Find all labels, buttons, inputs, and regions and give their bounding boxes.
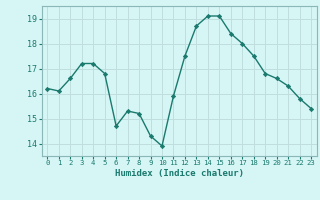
X-axis label: Humidex (Indice chaleur): Humidex (Indice chaleur) — [115, 169, 244, 178]
